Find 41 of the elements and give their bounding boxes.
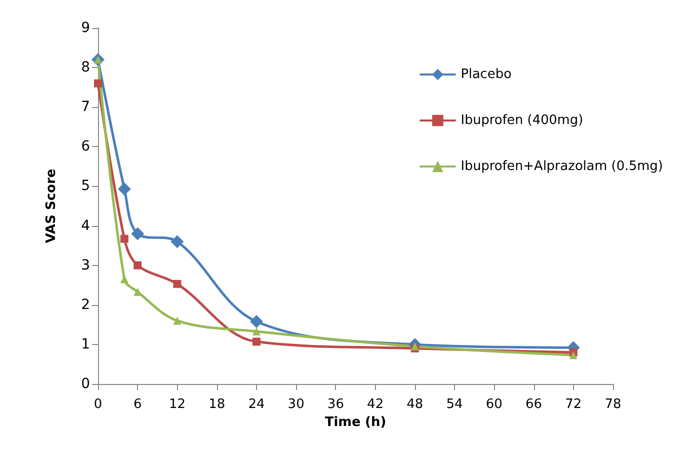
y-tick-label: 4 [81, 218, 90, 234]
legend-label: Placebo [460, 67, 512, 82]
point [120, 234, 128, 243]
y-tick-label: 6 [81, 138, 90, 155]
x-tick-label: 66 [525, 397, 542, 412]
x-tick-label: 72 [565, 397, 582, 412]
point [250, 315, 263, 328]
y-tick-label: 5 [81, 178, 90, 194]
x-tick-label: 48 [406, 397, 424, 412]
legend-label: Ibuprofen+Alprazolam (0.5mg) [460, 159, 663, 174]
point [94, 79, 102, 88]
x-tick-label: 24 [248, 397, 265, 412]
point [170, 235, 184, 248]
y-axis-title: VAS Score [44, 168, 59, 244]
point [173, 316, 182, 325]
y-tick-label: 7 [81, 99, 90, 116]
x-tick-label: 42 [367, 397, 384, 412]
y-tick-label: 8 [81, 60, 90, 76]
point [173, 280, 182, 288]
point [118, 182, 131, 196]
y-tick-label: 1 [81, 336, 90, 352]
x-tick-label: 36 [327, 397, 344, 412]
x-tick-label: 18 [208, 397, 226, 412]
point [131, 227, 144, 240]
x-axis-title: Time (h) [324, 415, 386, 430]
x-tick-label: 0 [94, 397, 102, 412]
point [569, 351, 578, 360]
point [252, 338, 260, 346]
x-tick-label: 30 [288, 397, 304, 412]
point [252, 327, 260, 336]
x-tick-label: 6 [133, 397, 142, 412]
x-tick-label: 12 [168, 397, 186, 412]
point [134, 261, 142, 270]
x-tick-label: 78 [604, 397, 622, 412]
x-tick-label: 60 [486, 397, 502, 412]
x-tick-label: 54 [446, 397, 463, 412]
y-tick-label: 9 [81, 20, 90, 36]
y-tick-label: 3 [81, 257, 90, 274]
y-tick-label: 2 [81, 296, 90, 313]
legend-label: Ibuprofen (400mg) [460, 113, 584, 128]
y-tick-label: 0 [81, 376, 90, 392]
